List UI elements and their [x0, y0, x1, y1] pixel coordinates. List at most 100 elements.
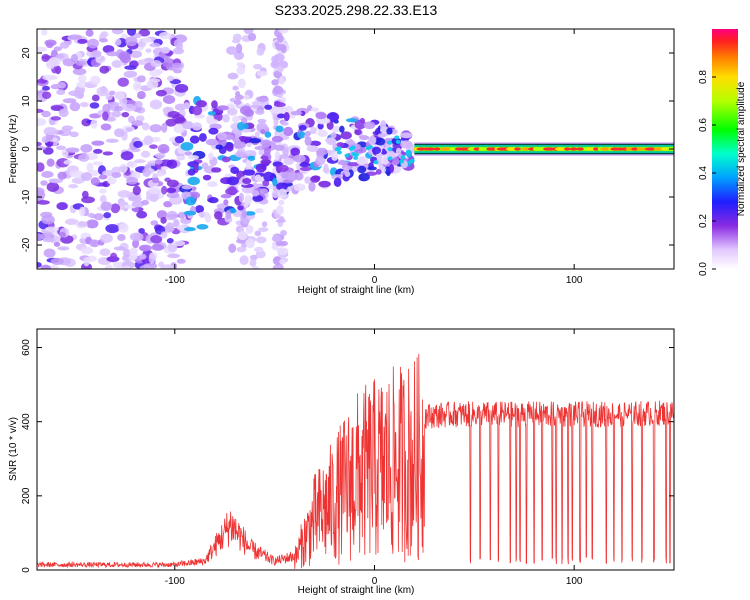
- spectrogram-blob: [285, 172, 298, 182]
- spectrogram-blob: [367, 166, 377, 170]
- spectrogram-blob: [103, 151, 114, 155]
- spectrogram-blob: [161, 186, 167, 195]
- spectrogram-blob: [56, 202, 67, 210]
- spectrogram-blob: [79, 207, 85, 217]
- spectrogram-blob: [283, 158, 294, 165]
- spectrogram-blob: [118, 190, 131, 198]
- spectrogram-blob: [139, 254, 146, 260]
- spectrogram-blob: [387, 141, 392, 145]
- spectrogram-blob: [272, 136, 283, 143]
- spectrogram-blob: [117, 234, 126, 241]
- snr-ytick-label: 200: [21, 487, 32, 504]
- spectrogram-blob: [140, 265, 152, 271]
- carrier-band-peak: [479, 147, 487, 150]
- spectrogram-blob: [114, 246, 126, 250]
- spectrogram-blob: [78, 154, 89, 162]
- colorbar-gradient: [712, 29, 738, 269]
- spectrogram-blob: [117, 77, 129, 86]
- spectrogram-blob: [232, 86, 238, 91]
- carrier-band-peak: [444, 147, 451, 150]
- spectrogram-blob: [257, 48, 265, 56]
- spectrogram-blob: [255, 174, 262, 181]
- spectrogram-blob: [74, 91, 84, 98]
- figure: S233.2025.298.22.33.E13 -100 0 100-20-1001…: [0, 0, 750, 600]
- spectrogram-blob: [121, 112, 129, 117]
- spectrogram-blob: [279, 76, 285, 85]
- colorbar-tick-label: 0.6: [698, 118, 709, 132]
- spectrogram-blob: [160, 217, 166, 224]
- spectrogram-blob: [188, 169, 196, 176]
- spectrogram-blob: [87, 213, 95, 218]
- spectrogram-blob: [34, 118, 46, 126]
- spectrogram-blob: [42, 86, 50, 91]
- spectrogram-blob: [374, 160, 379, 164]
- spectrogram-blob: [205, 213, 212, 223]
- spectrogram-blob: [264, 105, 272, 110]
- spectrogram-blob: [113, 262, 122, 269]
- spectrogram-blob: [161, 123, 167, 133]
- spectrogram-blob: [353, 156, 358, 160]
- spectrogram-blob: [87, 39, 99, 49]
- spectrogram-blob: [142, 37, 152, 43]
- colorbar-label: Normalized spectral amplitude: [736, 81, 747, 216]
- spectrogram-blob: [167, 192, 180, 198]
- carrier-band-peak: [522, 147, 529, 150]
- spectrogram-blob: [114, 106, 123, 112]
- spectrogram-blob: [311, 108, 319, 112]
- spectrogram-blob: [217, 105, 229, 110]
- spectrogram-blob: [148, 187, 161, 194]
- spectrogram-blob: [281, 121, 289, 125]
- spectrogram-blob: [357, 166, 366, 174]
- spectrogram-blob: [182, 185, 193, 189]
- spectrogram-blob: [112, 61, 122, 68]
- spectrogram-blob: [339, 160, 345, 165]
- spectrogram-blob: [215, 144, 222, 149]
- spectrogram-blob: [278, 165, 288, 172]
- snr-ytick-label: 0: [21, 567, 32, 573]
- spectrogram-blob: [91, 140, 104, 145]
- spectrogram-blob: [239, 193, 244, 203]
- spectrogram-blob: [364, 121, 376, 129]
- spectrogram-blob: [41, 215, 55, 224]
- spectrogram-blob: [51, 258, 64, 265]
- spectrogram-blob: [83, 257, 89, 266]
- spectrogram-blob: [159, 32, 171, 39]
- spectrogram-blob: [86, 219, 98, 228]
- spectrogram-blob: [239, 136, 246, 141]
- spectrogram-blob: [90, 119, 97, 128]
- spectrogram-blob: [187, 177, 200, 185]
- spectrogram-blob: [240, 105, 252, 115]
- spectrogram-blob: [208, 152, 213, 160]
- spectrogram-blob: [244, 95, 250, 100]
- colorbar-tick-label: 0.8: [698, 70, 709, 84]
- spectrogram-blob: [156, 90, 167, 97]
- spectrogram-blob: [91, 50, 101, 58]
- colorbar-tick-label: 0.4: [698, 166, 709, 180]
- spectrogram-blob: [93, 149, 103, 154]
- spectrogram-blob: [184, 211, 197, 216]
- spectrogram-blob: [45, 227, 59, 232]
- spectrogram-blob: [311, 175, 320, 180]
- spectrogram-blob: [276, 205, 284, 215]
- snr-frame: [37, 329, 674, 570]
- spectrogram-blob: [375, 138, 385, 146]
- spectrogram-blob: [77, 39, 87, 44]
- spectrogram-blob: [167, 180, 179, 188]
- spectrogram-blob: [81, 172, 92, 181]
- spectrogram-blob: [315, 112, 326, 119]
- spectrogram-blob: [233, 34, 242, 42]
- spectrogram-blob: [246, 238, 255, 248]
- spectrogram-blob: [261, 139, 271, 147]
- spectrogram-xtick-label: 100: [566, 275, 583, 286]
- spectrogram-blob: [196, 100, 207, 107]
- colorbar-tick-label: 0.2: [698, 214, 709, 228]
- spectrogram-blob: [47, 158, 55, 166]
- spectrogram-blob: [372, 147, 381, 154]
- spectrogram-blob: [235, 91, 240, 97]
- spectrogram-blob: [249, 138, 261, 143]
- spectrogram-blob: [291, 111, 303, 116]
- spectrogram-blob: [396, 140, 401, 144]
- spectrogram-blob: [68, 184, 78, 188]
- spectrogram-blob: [133, 141, 143, 148]
- spectrogram-blob: [97, 87, 109, 97]
